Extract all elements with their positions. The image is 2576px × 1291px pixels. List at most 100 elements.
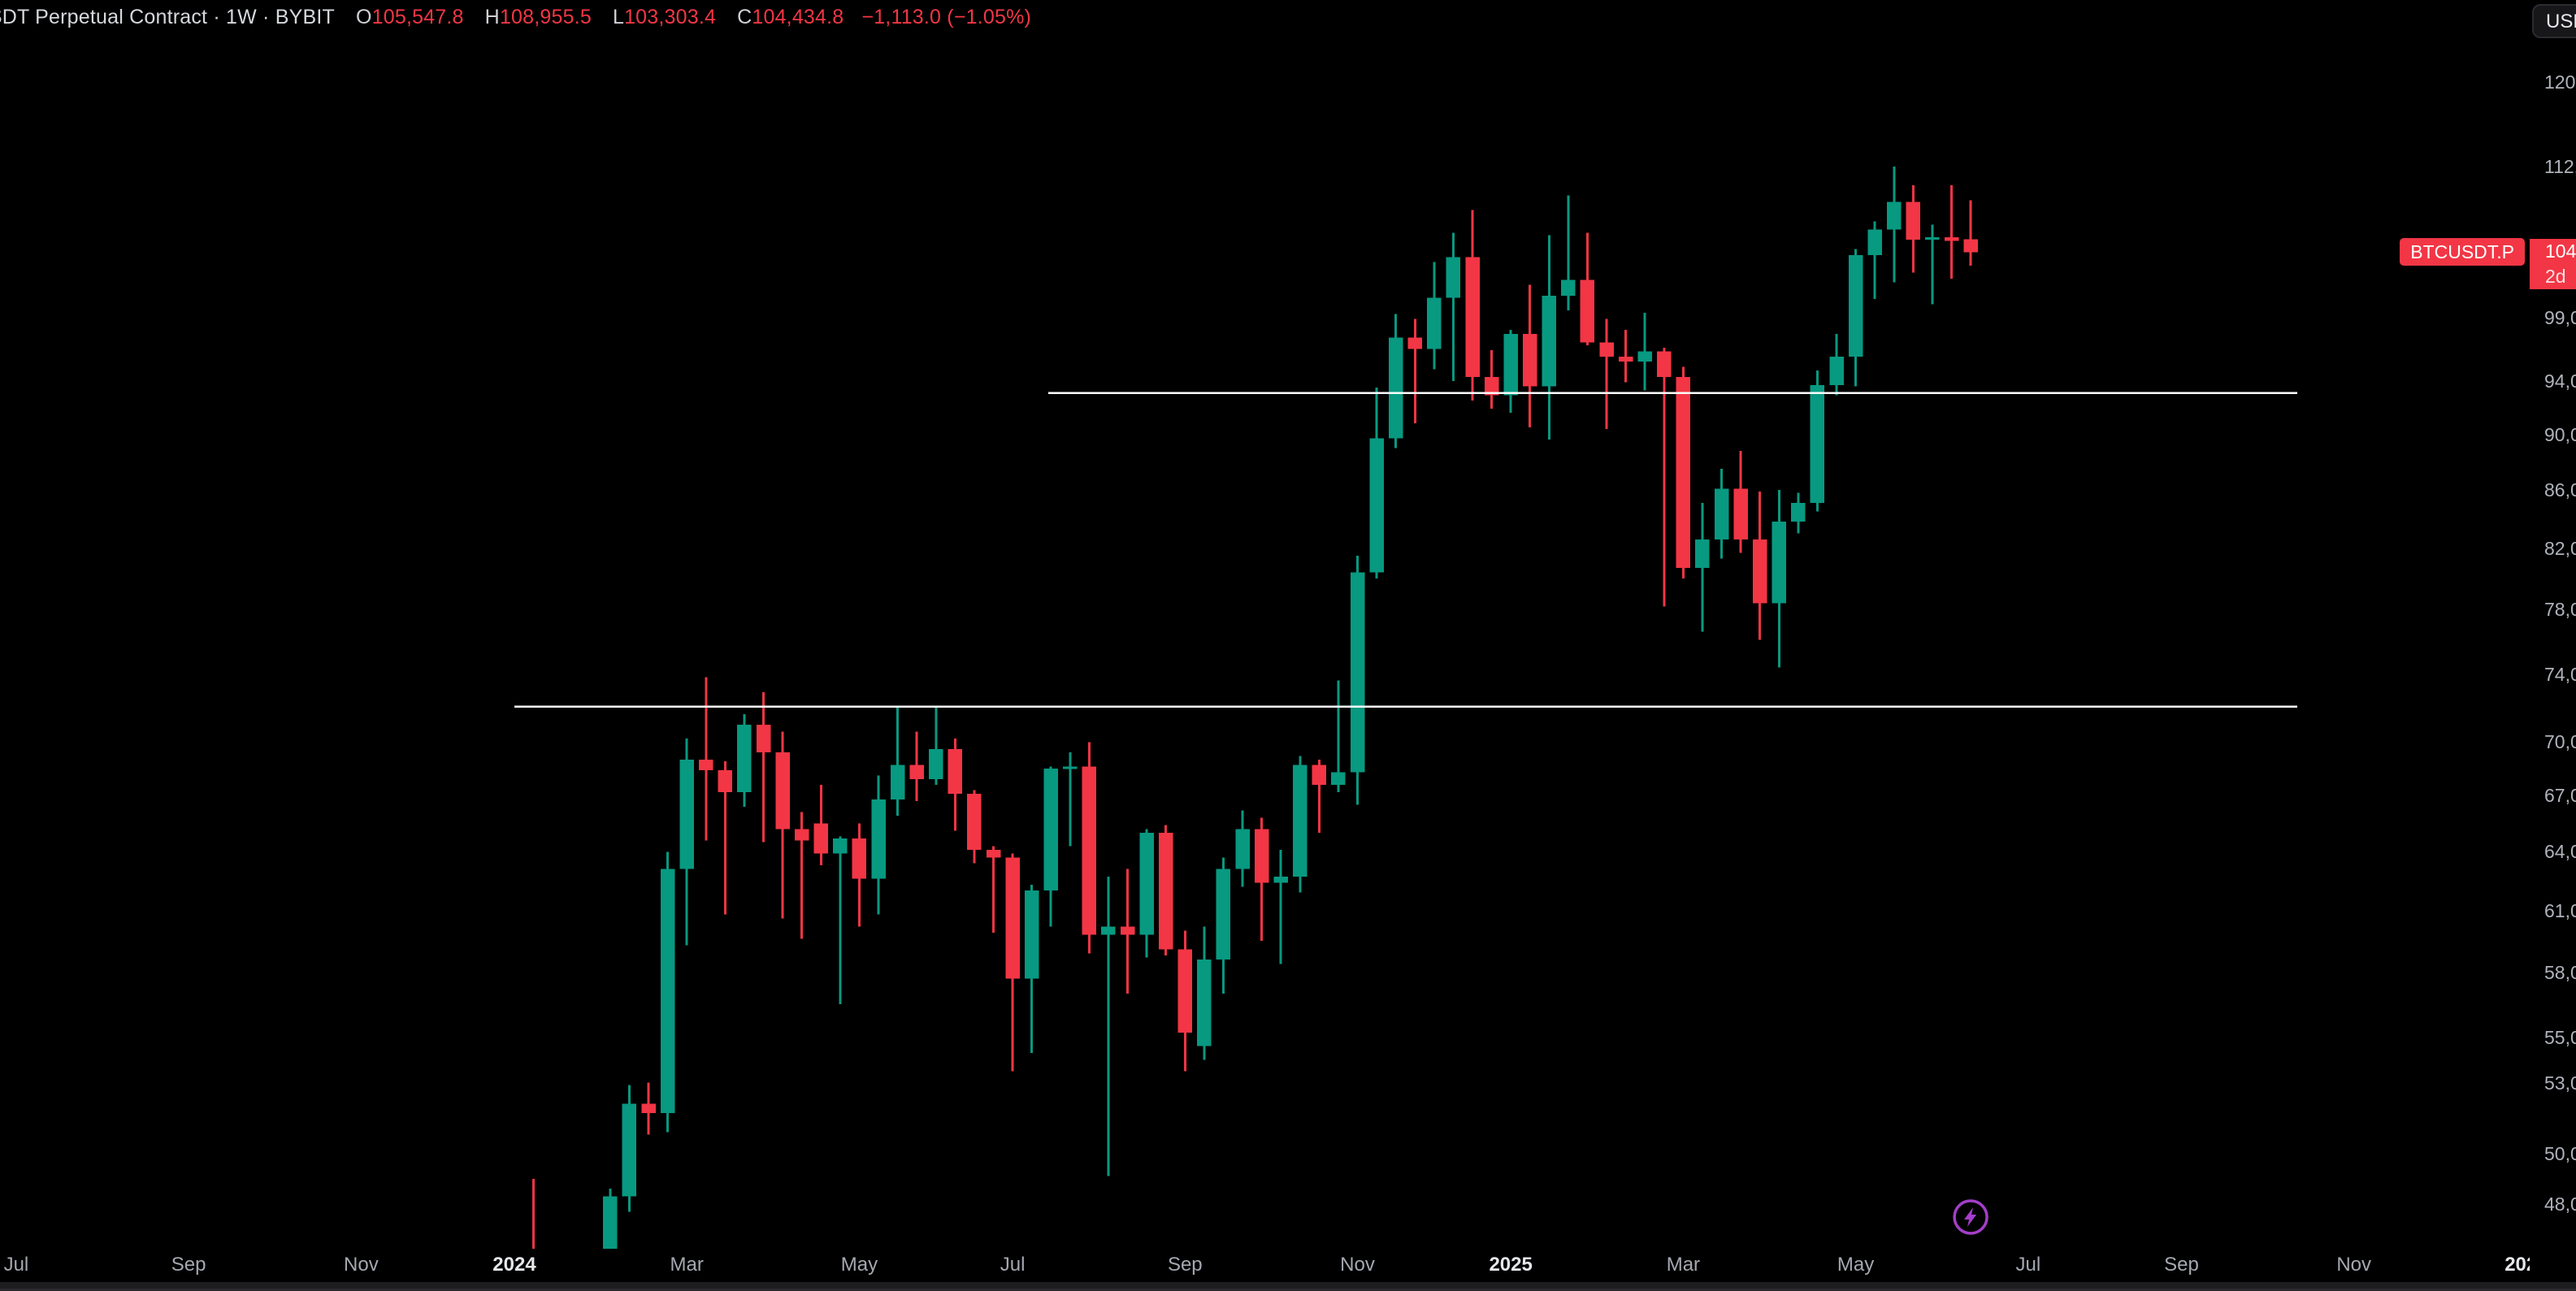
open-key: O	[355, 6, 372, 28]
candle-wick	[1931, 224, 1934, 305]
candle-body	[1082, 766, 1097, 935]
candle-body	[1063, 766, 1078, 769]
candle-wick	[800, 812, 804, 939]
candle-wick	[839, 836, 842, 1005]
time-tick-month-label: Sep	[171, 1254, 206, 1276]
time-tick-month-label: Nov	[2336, 1254, 2372, 1276]
candle-wick	[1873, 221, 1876, 300]
candle-body	[1561, 279, 1576, 296]
candle-body	[756, 724, 771, 753]
candle-wick	[1969, 200, 1972, 266]
currency-toggle-button[interactable]: USD	[2532, 4, 2576, 38]
candle-body	[1158, 832, 1173, 950]
time-tick-month-label: Nov	[344, 1254, 379, 1276]
price-tick-label: 99,000	[2544, 306, 2576, 328]
horizontal-line-drawing[interactable]	[514, 705, 2297, 708]
candle-wick	[935, 707, 938, 785]
low-key: L	[612, 6, 625, 28]
price-tick-label: 70,000	[2544, 731, 2576, 753]
candle-body	[1216, 869, 1231, 960]
flash-lightning-icon[interactable]	[1953, 1199, 1988, 1235]
candle-body	[1810, 384, 1825, 503]
candle-body	[852, 838, 867, 879]
price-tick-label: 53,000	[2544, 1072, 2576, 1094]
candle-wick	[705, 677, 708, 841]
candle-body	[1695, 539, 1710, 568]
time-tick-month-label: Nov	[1340, 1254, 1375, 1276]
candle-body	[986, 849, 1001, 858]
candle-body	[1273, 877, 1288, 883]
legend-symbol-title[interactable]: BTCUSDT Perpetual Contract · 1W · BYBIT	[0, 6, 335, 28]
time-tick-year-label: 2024	[492, 1254, 536, 1276]
candle-body	[1139, 832, 1154, 935]
candle-body	[1331, 772, 1346, 785]
price-tick-label: 55,000	[2544, 1026, 2576, 1048]
candle-body	[1254, 829, 1269, 883]
time-tick-month-label: Sep	[1167, 1254, 1203, 1276]
bar-countdown: 2d	[2545, 266, 2566, 288]
candle-body	[1906, 201, 1921, 240]
candle-body	[1944, 237, 1959, 241]
time-tick-month-label: Jul	[2015, 1254, 2041, 1276]
candle-wick	[1317, 759, 1321, 833]
change-value: −1,113.0 (−1.05%)	[861, 6, 1032, 28]
candle-body	[1657, 351, 1672, 378]
candle-body	[660, 869, 675, 1113]
high-value: 108,955.5	[499, 6, 592, 28]
candle-wick	[532, 1178, 536, 1249]
time-tick-year-label: 2025	[1489, 1254, 1533, 1276]
candle-wick	[723, 761, 726, 915]
time-tick-month-label: Jul	[3, 1254, 29, 1276]
candle-body	[1312, 765, 1327, 785]
candle-body	[813, 823, 829, 854]
candle-body	[1618, 356, 1633, 362]
candle-body	[1235, 829, 1250, 869]
price-tick-label: 64,000	[2544, 841, 2576, 863]
candle-body	[794, 829, 809, 841]
candle-body	[737, 724, 752, 792]
candle-wick	[762, 692, 765, 843]
price-tick-label: 50,000	[2544, 1143, 2576, 1165]
candle-body	[1963, 239, 1978, 253]
candle-body	[948, 748, 963, 795]
candle-body	[1714, 488, 1729, 539]
candle-body	[890, 765, 905, 799]
price-tick-label: 112,000	[2544, 155, 2576, 177]
candle-body	[1101, 926, 1116, 935]
candle-body	[871, 799, 886, 879]
candle-body	[1848, 254, 1863, 357]
candle-wick	[992, 846, 995, 934]
low-value: 103,303.4	[624, 6, 717, 28]
candle-body	[1887, 201, 1902, 230]
horizontal-line-drawing[interactable]	[1048, 392, 2297, 394]
candle-wick	[1069, 752, 1072, 847]
candle-body	[603, 1196, 618, 1249]
close-value: 104,434.8	[752, 6, 844, 28]
time-tick-month-label: May	[1837, 1254, 1875, 1276]
candle-wick	[1624, 330, 1628, 383]
candle-wick	[1337, 680, 1340, 792]
price-tick-label: 120,000	[2544, 71, 2576, 93]
candle-wick	[1567, 195, 1570, 310]
candle-body	[1676, 377, 1691, 568]
candle-body	[679, 759, 694, 869]
candle-body	[1197, 960, 1212, 1046]
time-tick-month-label: May	[840, 1254, 878, 1276]
current-price-value: 104,434.8	[2545, 240, 2576, 262]
candle-body	[1177, 949, 1193, 1033]
time-tick-year-label: 2026	[2504, 1254, 2530, 1276]
candle-body	[1446, 257, 1461, 298]
price-tick-label: 74,000	[2544, 663, 2576, 685]
price-tick-label: 48,000	[2544, 1193, 2576, 1215]
candle-body	[1503, 333, 1518, 396]
candle-wick	[1605, 318, 1608, 429]
candle-body	[1369, 438, 1384, 573]
price-tick-label: 90,000	[2544, 423, 2576, 445]
symbol-badge: BTCUSDT.P	[2400, 238, 2525, 266]
bottom-toolbar-strip	[0, 1282, 2576, 1291]
candle-body	[1484, 377, 1499, 396]
candle-body	[718, 770, 733, 792]
